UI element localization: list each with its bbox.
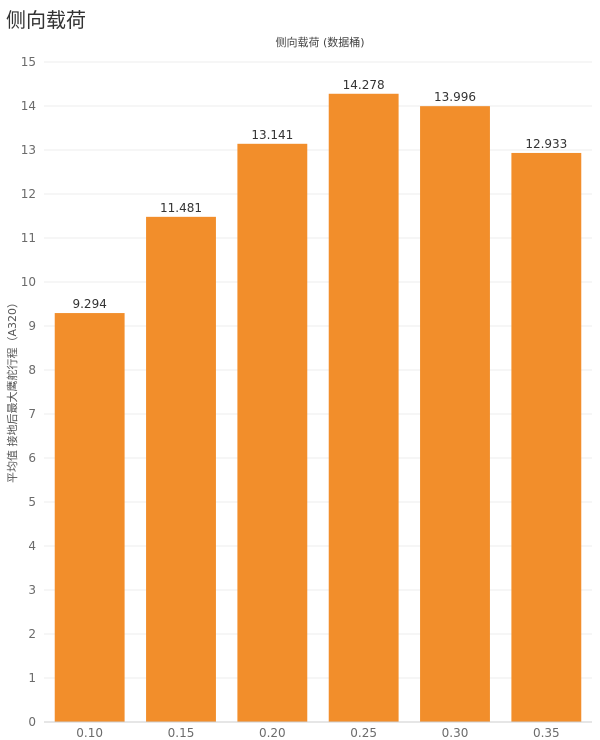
y-tick-label: 15 [21, 55, 36, 69]
y-axis-title: 平均值 接地后最大鹰舵行程（A320） [5, 297, 19, 483]
y-tick-label: 2 [28, 627, 36, 641]
x-tick-label: 0.25 [350, 726, 377, 740]
x-axis-title: 侧向载荷 (数据桶) [275, 35, 364, 49]
y-tick-label: 7 [28, 407, 36, 421]
data-label: 14.278 [343, 78, 385, 92]
y-tick-label: 11 [21, 231, 36, 245]
x-tick-label: 0.10 [76, 726, 103, 740]
data-label: 12.933 [525, 137, 567, 151]
y-tick-label: 13 [21, 143, 36, 157]
y-tick-label: 0 [28, 715, 36, 729]
bar[interactable] [54, 313, 125, 722]
bars [54, 93, 582, 722]
y-tick-label: 14 [21, 99, 36, 113]
y-tick-label: 4 [28, 539, 36, 553]
y-tick-label: 1 [28, 671, 36, 685]
bar[interactable] [420, 106, 490, 722]
bar[interactable] [146, 216, 216, 722]
y-tick-label: 6 [28, 451, 36, 465]
y-tick-label: 8 [28, 363, 36, 377]
y-tick-label: 3 [28, 583, 36, 597]
page-title: 侧向载荷 [6, 8, 86, 32]
y-tick-label: 10 [21, 275, 36, 289]
data-label: 13.141 [251, 128, 293, 142]
y-tick-label: 5 [28, 495, 36, 509]
bar[interactable] [237, 143, 308, 722]
x-tick-label: 0.35 [533, 726, 560, 740]
y-tick-label: 9 [28, 319, 36, 333]
data-label: 13.996 [434, 90, 476, 104]
bar[interactable] [328, 93, 399, 722]
x-tick-label: 0.30 [442, 726, 469, 740]
x-axis-ticks: 0.10 0.15 0.20 0.25 0.30 0.35 [76, 726, 559, 740]
data-label: 9.294 [72, 297, 106, 311]
data-label: 11.481 [160, 201, 202, 215]
x-tick-label: 0.15 [168, 726, 195, 740]
bar[interactable] [511, 152, 582, 722]
y-tick-label: 12 [21, 187, 36, 201]
x-tick-label: 0.20 [259, 726, 286, 740]
data-labels: 9.294 11.481 13.141 14.278 13.996 12.933 [72, 78, 567, 311]
grid [44, 61, 592, 679]
